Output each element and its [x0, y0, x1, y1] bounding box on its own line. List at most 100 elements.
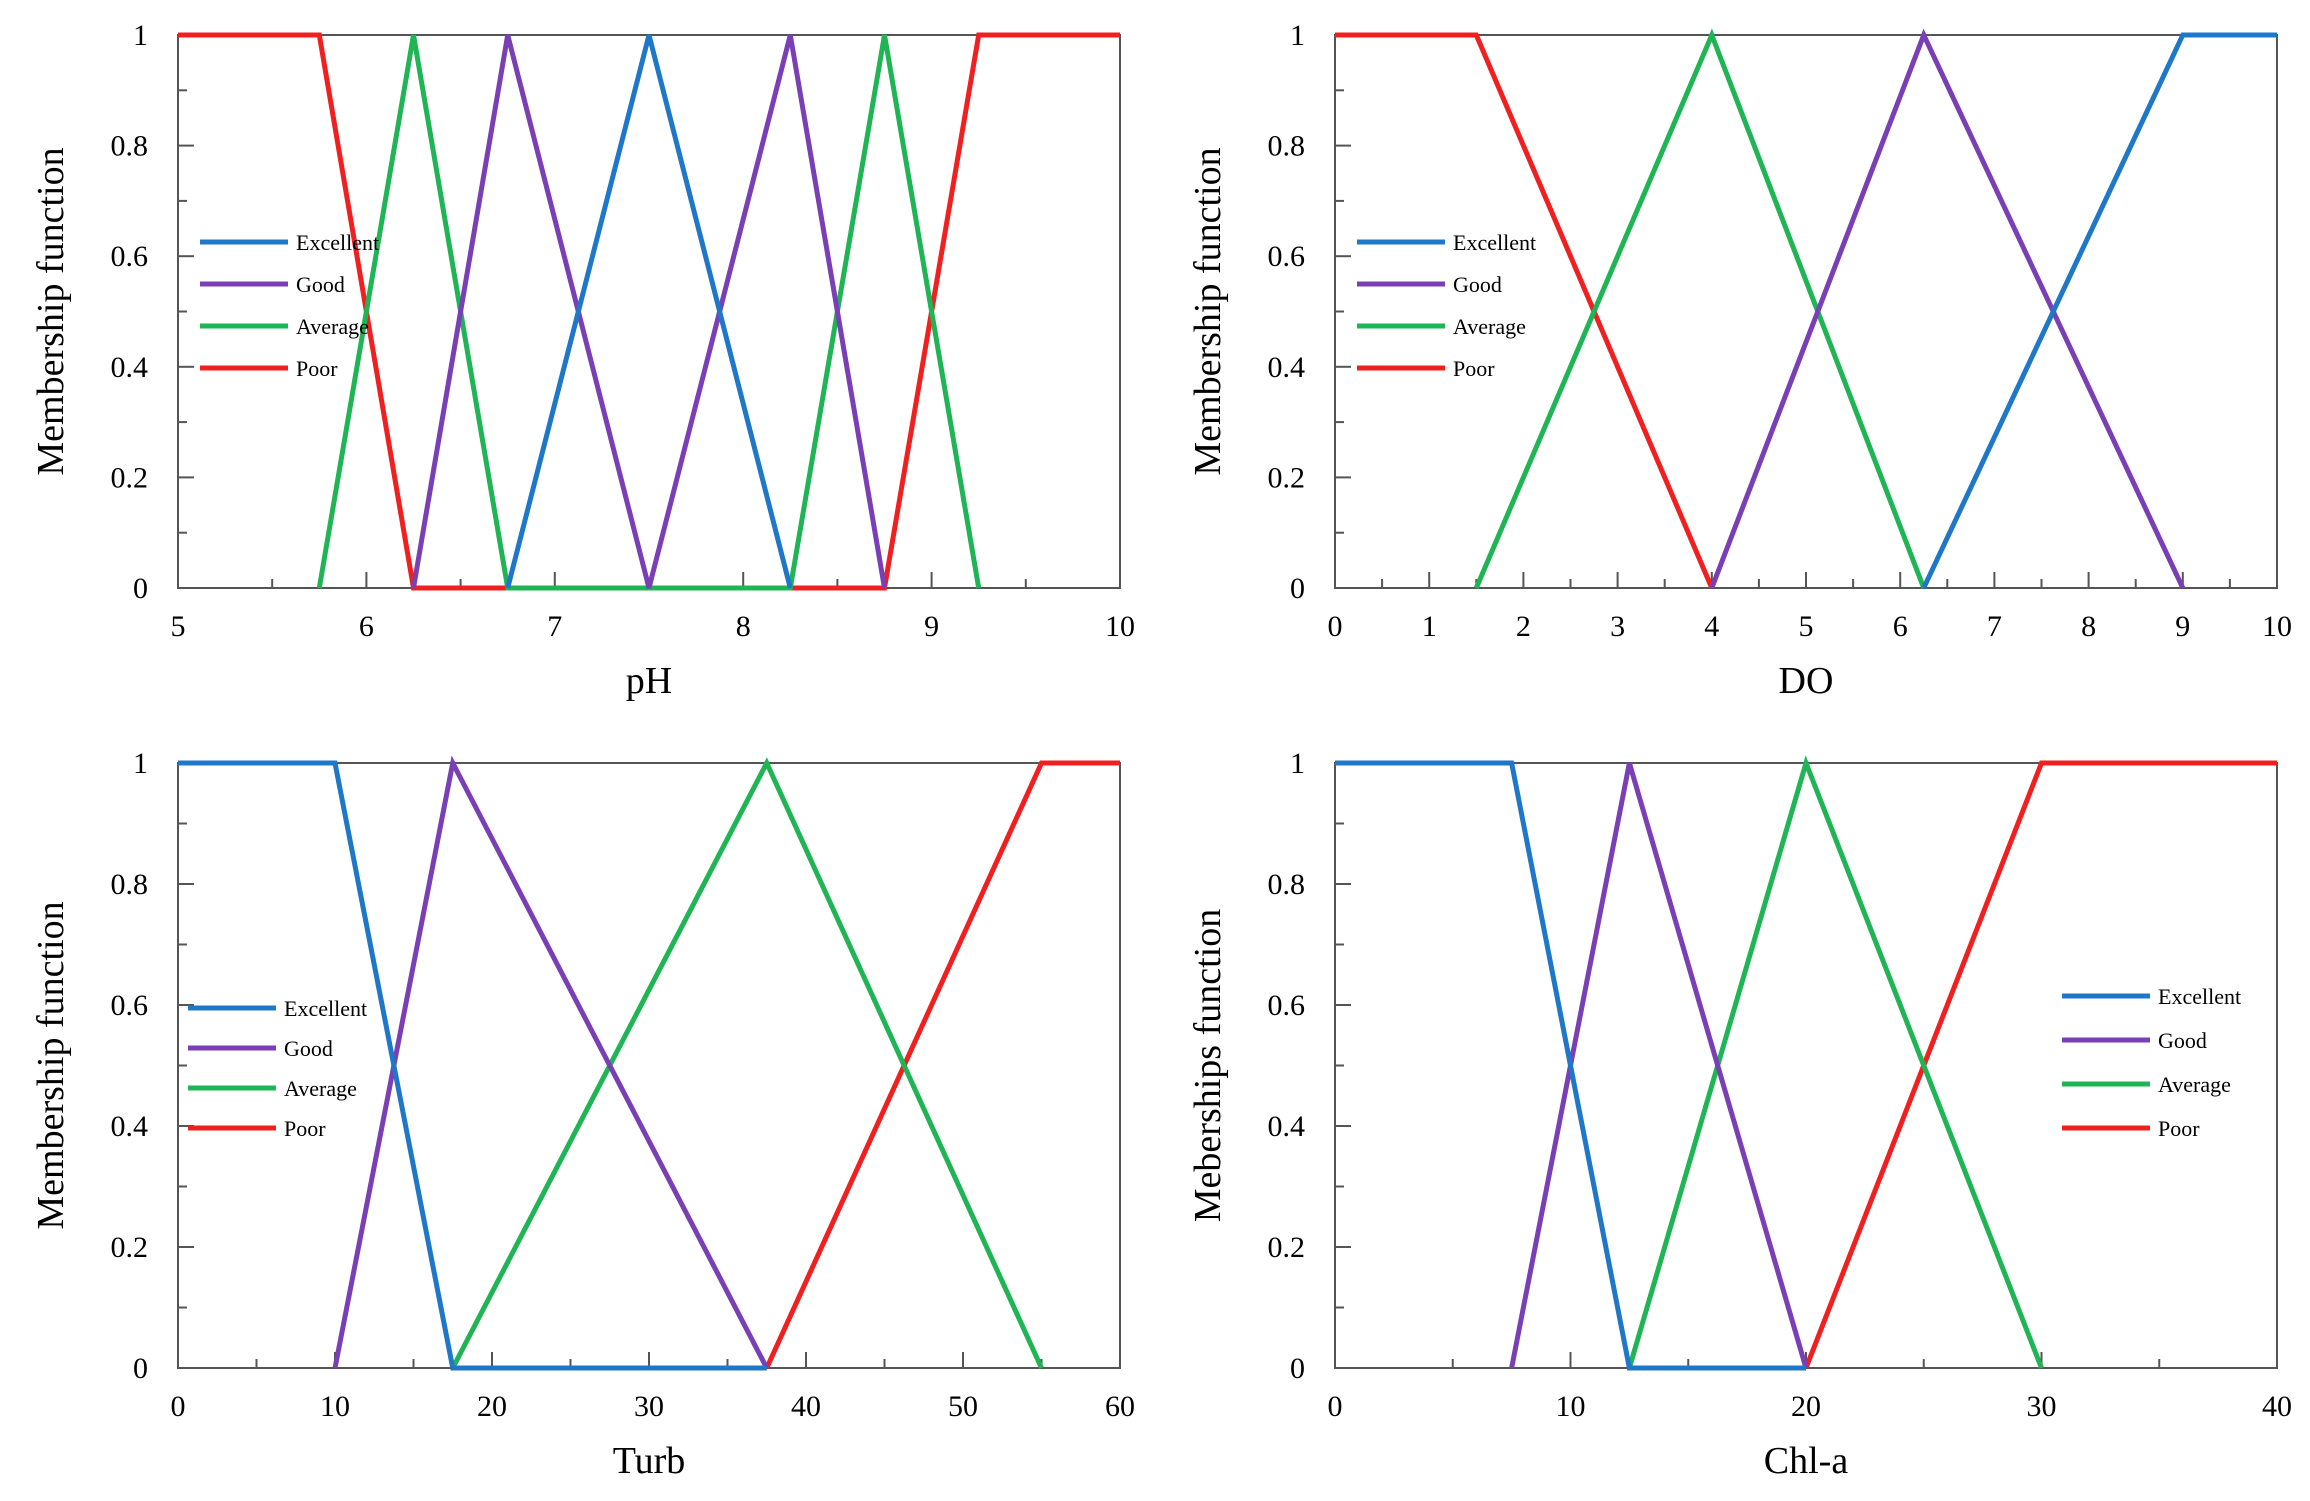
- x-axis-label: Chl-a: [1764, 1440, 1849, 1482]
- series-line-good: [411, 34, 887, 589]
- legend-label-average: Average: [1453, 314, 1526, 339]
- x-tick-label: 9: [2175, 610, 2190, 643]
- y-tick-label: 0: [1290, 572, 1305, 605]
- y-tick-label: 0.8: [1268, 130, 1306, 163]
- x-tick-label: 10: [320, 1390, 350, 1423]
- x-axis-label: Turb: [613, 1440, 686, 1482]
- x-axis-label: pH: [626, 660, 672, 702]
- y-tick-label: 0.2: [111, 1231, 149, 1264]
- chart-panel-3: 0 10 20 30 40 50 60 0 0.2 0.4 0.6 0.8 1 Turb Membershi…: [30, 747, 1135, 1482]
- x-tick-label: 6: [1893, 610, 1908, 643]
- x-tick-label: 0: [1328, 610, 1343, 643]
- series-line-poor: [1335, 32, 1715, 589]
- y-axis-label: Membership function: [1187, 147, 1229, 475]
- legend-label-good: Good: [296, 272, 345, 297]
- legend-label-good: Good: [284, 1036, 333, 1061]
- x-tick-label: 7: [547, 610, 562, 643]
- legend-label-excellent: Excellent: [284, 996, 367, 1021]
- series-line-average: [1626, 755, 2044, 1369]
- x-tick-label: 10: [1556, 1390, 1586, 1423]
- legend: Excellent Good Average Poor: [188, 996, 367, 1141]
- y-tick-label: 0.8: [111, 868, 149, 901]
- y-tick-label: 0.4: [111, 351, 149, 384]
- legend-label-poor: Poor: [2158, 1116, 2200, 1141]
- series-line-poor: [178, 32, 1120, 591]
- legend: Excellent Good Average Poor: [1357, 230, 1536, 381]
- plot-frame: [177, 762, 1121, 1369]
- y-tick-label: 0.4: [1268, 1110, 1306, 1143]
- y-axis-label: Membership function: [30, 901, 72, 1229]
- x-tick-label: 0: [171, 1390, 186, 1423]
- y-tick-label: 0.2: [1268, 461, 1306, 494]
- x-tick-label: 5: [171, 610, 186, 643]
- series-line-excellent: [1335, 760, 1806, 1371]
- legend-label-average: Average: [284, 1076, 357, 1101]
- x-tick-label: 20: [1791, 1390, 1821, 1423]
- x-tick-label: 0: [1328, 1390, 1343, 1423]
- y-tick-label: 0.6: [111, 989, 149, 1022]
- x-tick-label: 60: [1105, 1390, 1135, 1423]
- y-tick-label: 0.6: [1268, 240, 1306, 273]
- y-tick-label: 0: [1290, 1352, 1305, 1385]
- x-tick-label: 10: [2262, 610, 2292, 643]
- y-tick-label: 0.2: [111, 461, 149, 494]
- y-tick-label: 0.6: [111, 240, 149, 273]
- x-tick-label: 8: [2081, 610, 2096, 643]
- chart-panel-4: 0 10 20 30 40 0 0.2 0.4 0.6 0.8 1 Chl-a Meberships f…: [1187, 747, 2292, 1482]
- y-tick-label: 1: [1290, 19, 1305, 52]
- y-tick-label: 0.4: [111, 1110, 149, 1143]
- x-tick-label: 5: [1799, 610, 1814, 643]
- y-tick-label: 0.2: [1268, 1231, 1306, 1264]
- legend-label-excellent: Excellent: [1453, 230, 1536, 255]
- legend-label-poor: Poor: [296, 356, 338, 381]
- series-line-poor: [764, 760, 1120, 1370]
- series-line-excellent: [1921, 32, 2277, 590]
- series-line-excellent: [178, 760, 767, 1371]
- y-tick-label: 0: [133, 572, 148, 605]
- legend-label-good: Good: [2158, 1028, 2207, 1053]
- x-tick-label: 3: [1610, 610, 1625, 643]
- legend-label-excellent: Excellent: [2158, 984, 2241, 1009]
- x-tick-label: 7: [1987, 610, 2002, 643]
- y-tick-label: 1: [133, 19, 148, 52]
- x-tick-label: 40: [791, 1390, 821, 1423]
- series-line-good: [1509, 762, 1809, 1369]
- y-tick-label: 0.8: [111, 130, 149, 163]
- series-line-average: [450, 757, 1044, 1370]
- y-axis-label: Meberships function: [1187, 909, 1229, 1222]
- legend-label-average: Average: [2158, 1072, 2231, 1097]
- legend: Excellent Good Average Poor: [2062, 984, 2241, 1141]
- x-tick-label: 30: [2027, 1390, 2057, 1423]
- plot-frame: [177, 34, 1121, 589]
- series-line-average: [316, 34, 982, 591]
- chart-panel-2: 0 1 2 3 4 5 6 7 8 9 10 0 0.2 0.4 0.6 0.8 1 DO Membership f…: [1187, 19, 2292, 702]
- x-tick-label: 6: [359, 610, 374, 643]
- x-tick-label: 9: [924, 610, 939, 643]
- x-tick-label: 4: [1704, 610, 1719, 643]
- series-line-average: [1473, 28, 1927, 589]
- legend-label-average: Average: [296, 314, 369, 339]
- legend-label-poor: Poor: [284, 1116, 326, 1141]
- x-tick-label: 30: [634, 1390, 664, 1423]
- x-tick-label: 1: [1422, 610, 1437, 643]
- x-axis-label: DO: [1779, 660, 1834, 702]
- series-line-excellent: [505, 34, 793, 589]
- series-line-good: [332, 755, 769, 1370]
- legend-label-excellent: Excellent: [296, 230, 379, 255]
- series-line-poor: [1803, 760, 2277, 1369]
- x-tick-label: 8: [736, 610, 751, 643]
- y-axis-label: Membership function: [30, 147, 72, 475]
- y-tick-label: 0.8: [1268, 868, 1306, 901]
- plot-frame: [1334, 762, 2278, 1369]
- y-tick-label: 1: [1290, 747, 1305, 780]
- series-line-good: [1709, 28, 2186, 590]
- x-tick-label: 50: [948, 1390, 978, 1423]
- chart-panel-1: 5 6 7 8 9 10 0 0.2 0.4 0.6 0.8 1 pH Membership functi…: [30, 19, 1135, 702]
- x-tick-label: 20: [477, 1390, 507, 1423]
- legend-label-poor: Poor: [1453, 356, 1495, 381]
- y-tick-label: 0.4: [1268, 351, 1306, 384]
- legend-label-good: Good: [1453, 272, 1502, 297]
- x-tick-label: 40: [2262, 1390, 2292, 1423]
- x-tick-label: 10: [1105, 610, 1135, 643]
